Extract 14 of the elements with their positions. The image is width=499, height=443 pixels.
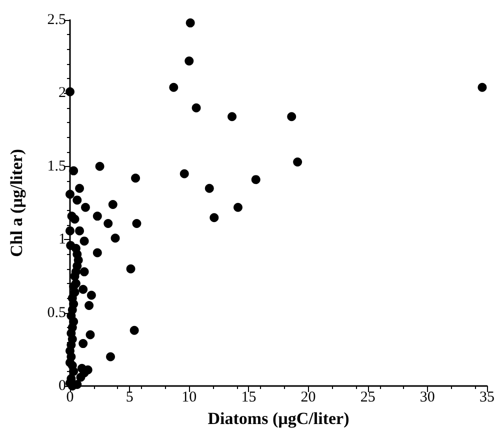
x-tick-label: 5 xyxy=(126,390,134,406)
y-tick-label: 0.5 xyxy=(47,304,66,321)
x-tick-label: 35 xyxy=(480,390,494,406)
x-tick-label: 15 xyxy=(241,390,256,406)
y-tick-label: 1.5 xyxy=(47,158,66,174)
x-tick-label: 25 xyxy=(360,390,376,406)
x-tick-label: 20 xyxy=(300,390,316,406)
y-axis-title: Chl a (µg/liter) xyxy=(7,149,26,257)
y-tick-label: 1 xyxy=(58,232,66,248)
x-tick-label: 10 xyxy=(182,390,197,406)
y-tick-label: 2 xyxy=(58,85,66,102)
x-axis-title: Diatoms (µgC/liter) xyxy=(208,408,350,428)
y-tick-label: 2.5 xyxy=(47,12,66,28)
x-tick-label: 30 xyxy=(420,390,435,406)
